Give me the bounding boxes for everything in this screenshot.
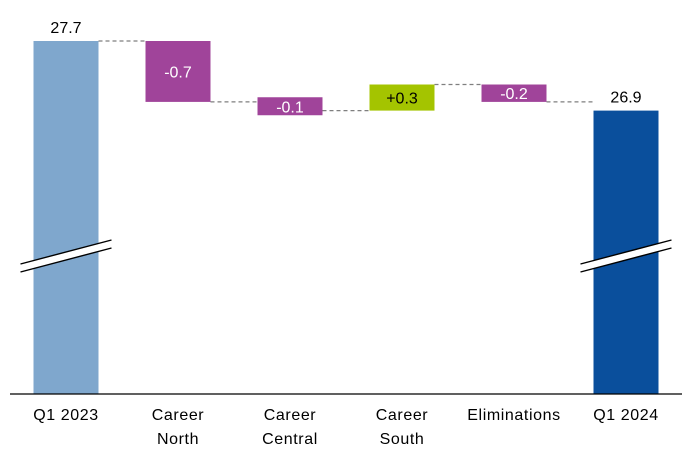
value-label-3: +0.3	[386, 91, 418, 108]
break-gap-5	[580, 240, 672, 272]
break-line-top-5	[580, 239, 672, 265]
bar-4	[481, 84, 547, 102]
bar-0	[33, 41, 99, 394]
x-tick-label-4: Eliminations	[467, 407, 560, 424]
bars	[33, 41, 659, 394]
x-tick-label-0: Q1 2023	[33, 407, 99, 424]
x-tick-label-5: Q1 2024	[593, 407, 659, 424]
value-labels: 27.7 -0.7 -0.1 +0.3 -0.2 26.9	[50, 20, 641, 116]
value-label-4: -0.2	[500, 86, 528, 103]
axis-break-marks	[20, 239, 672, 273]
value-label-5: 26.9	[610, 90, 641, 107]
value-label-2: -0.1	[276, 99, 304, 116]
value-label-0: 27.7	[50, 20, 81, 37]
x-tick-labels: Q1 2023 Career North Career Central Career Sou…	[33, 407, 659, 448]
connector-lines	[98, 40, 594, 112]
x-tick-label-1: Career North	[152, 407, 205, 448]
value-label-1: -0.7	[164, 64, 192, 81]
break-line-top-0	[20, 239, 112, 265]
break-line-bottom-0	[20, 247, 112, 273]
bar-3	[369, 84, 435, 111]
break-gap-0	[20, 240, 112, 272]
x-tick-label-3: Career South	[376, 407, 429, 448]
break-line-bottom-5	[580, 247, 672, 273]
bar-2	[257, 97, 323, 116]
x-tick-label-2: Career Central	[262, 407, 318, 448]
bar-1	[145, 41, 211, 102]
